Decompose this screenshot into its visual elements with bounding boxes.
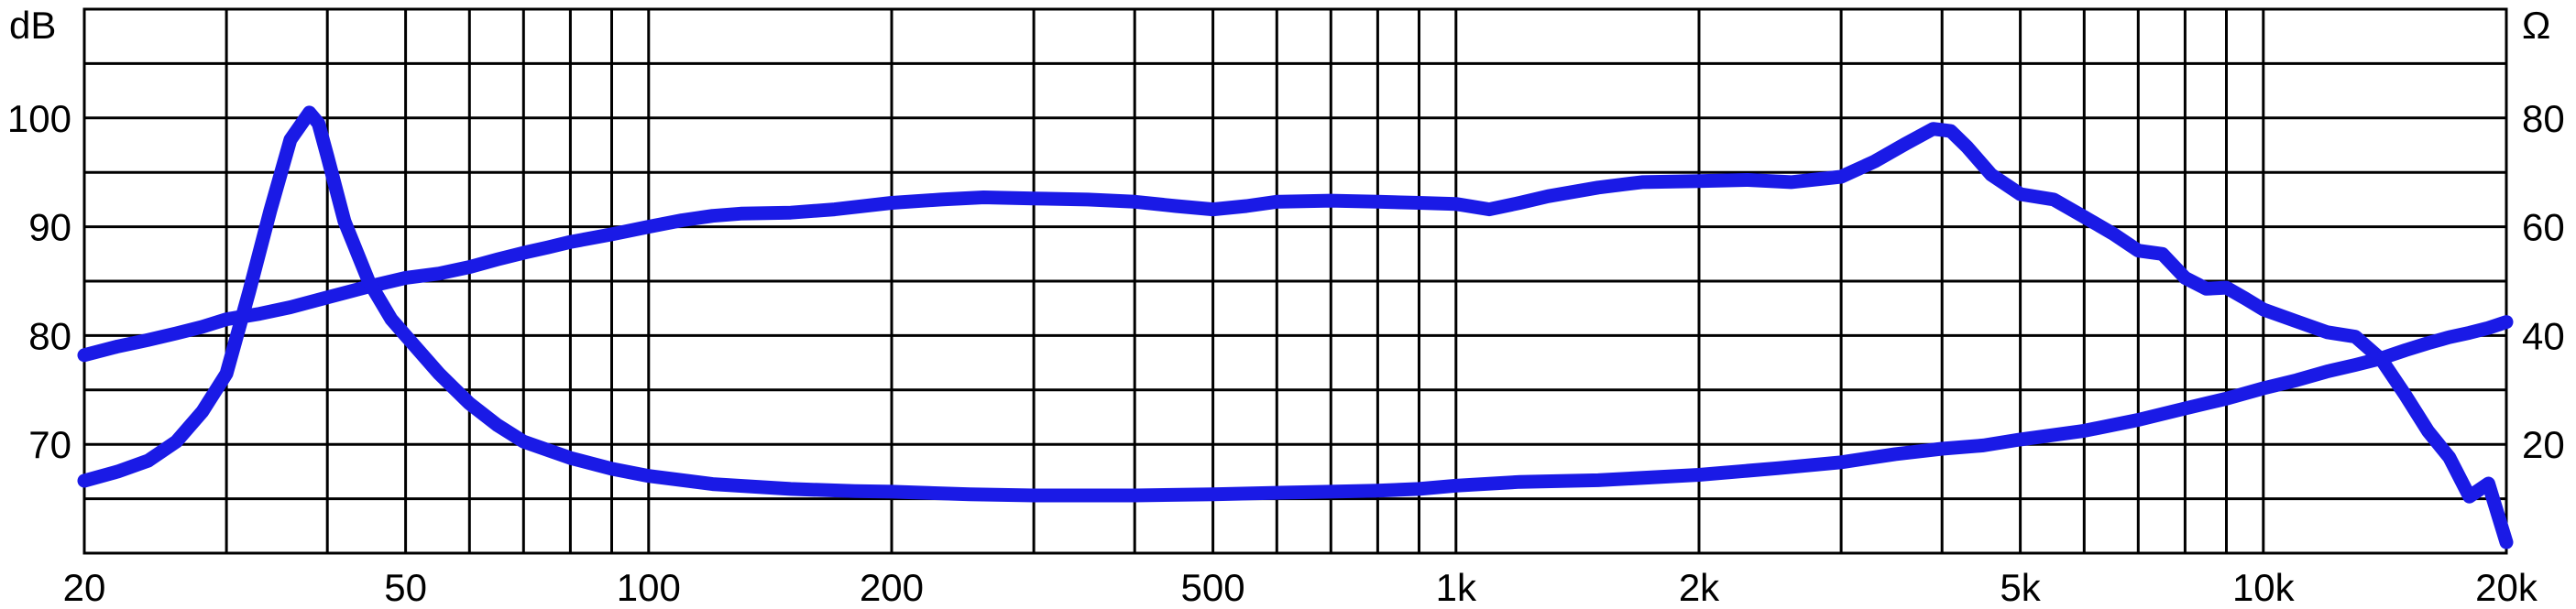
x-tick-label: 200 <box>860 566 924 609</box>
x-tick-label: 50 <box>384 566 427 609</box>
x-tick-label: 20 <box>63 566 106 609</box>
x-tick-label: 1k <box>1436 566 1477 609</box>
y-left-tick-label: 90 <box>28 206 71 249</box>
y-right-tick-label: 80 <box>2522 97 2565 140</box>
y-left-tick-label: 100 <box>7 97 71 140</box>
x-tick-label: 500 <box>1181 566 1245 609</box>
x-tick-label: 5k <box>2000 566 2041 609</box>
x-tick-label: 10k <box>2232 566 2296 609</box>
y-left-tick-label: 70 <box>28 423 71 466</box>
x-tick-label: 2k <box>1679 566 1720 609</box>
x-tick-label: 20k <box>2475 566 2538 609</box>
left-axis-unit-label: dB <box>9 4 56 47</box>
right-axis-unit-label: Ω <box>2522 4 2550 47</box>
x-tick-label: 100 <box>617 566 681 609</box>
y-left-tick-label: 80 <box>28 314 71 357</box>
y-right-tick-label: 60 <box>2522 206 2565 249</box>
y-right-tick-label: 20 <box>2522 423 2565 466</box>
y-right-tick-label: 40 <box>2522 314 2565 357</box>
